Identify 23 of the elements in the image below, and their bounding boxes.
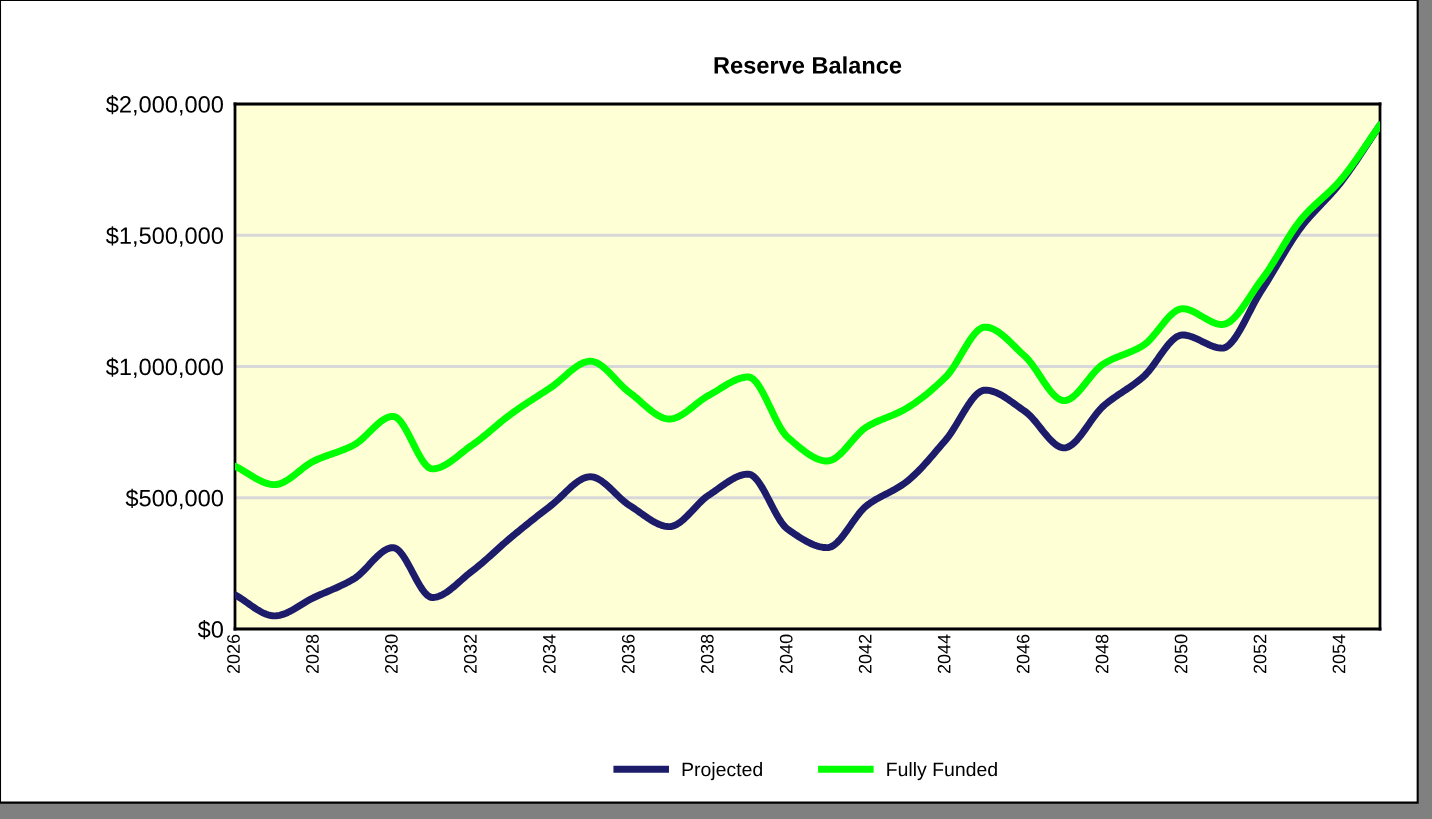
x-tick-label: 2036: [621, 634, 635, 674]
x-tick-label: 2026: [227, 634, 240, 674]
x-tick-label: 2028: [306, 634, 319, 674]
legend-label: Projected: [682, 762, 762, 781]
x-tick-label: 2040: [779, 634, 793, 674]
x-tick-label: 2034: [542, 634, 556, 674]
x-tick-label: 2050: [1174, 634, 1188, 674]
x-tick-label: 2030: [384, 634, 398, 674]
y-tick-label: $2,000,000: [105, 95, 223, 116]
y-tick-label: $0: [197, 620, 223, 640]
y-tick-label: $1,000,000: [105, 357, 223, 379]
x-tick-label: 2044: [937, 634, 951, 674]
x-tick-label: 2048: [1095, 634, 1109, 674]
chart-title: Reserve Balance: [714, 56, 902, 74]
y-tick-label: $1,500,000: [105, 226, 223, 247]
x-tick-label: 2054: [1332, 634, 1346, 674]
x-tick-label: 2032: [463, 634, 477, 674]
x-tick-label: 2042: [858, 634, 872, 674]
x-tick-label: 2038: [700, 634, 714, 674]
legend-label: Fully Funded: [887, 762, 997, 781]
x-tick-label: 2046: [1016, 634, 1030, 674]
y-tick-label: $500,000: [125, 488, 223, 510]
x-tick-label: 2052: [1253, 634, 1267, 674]
